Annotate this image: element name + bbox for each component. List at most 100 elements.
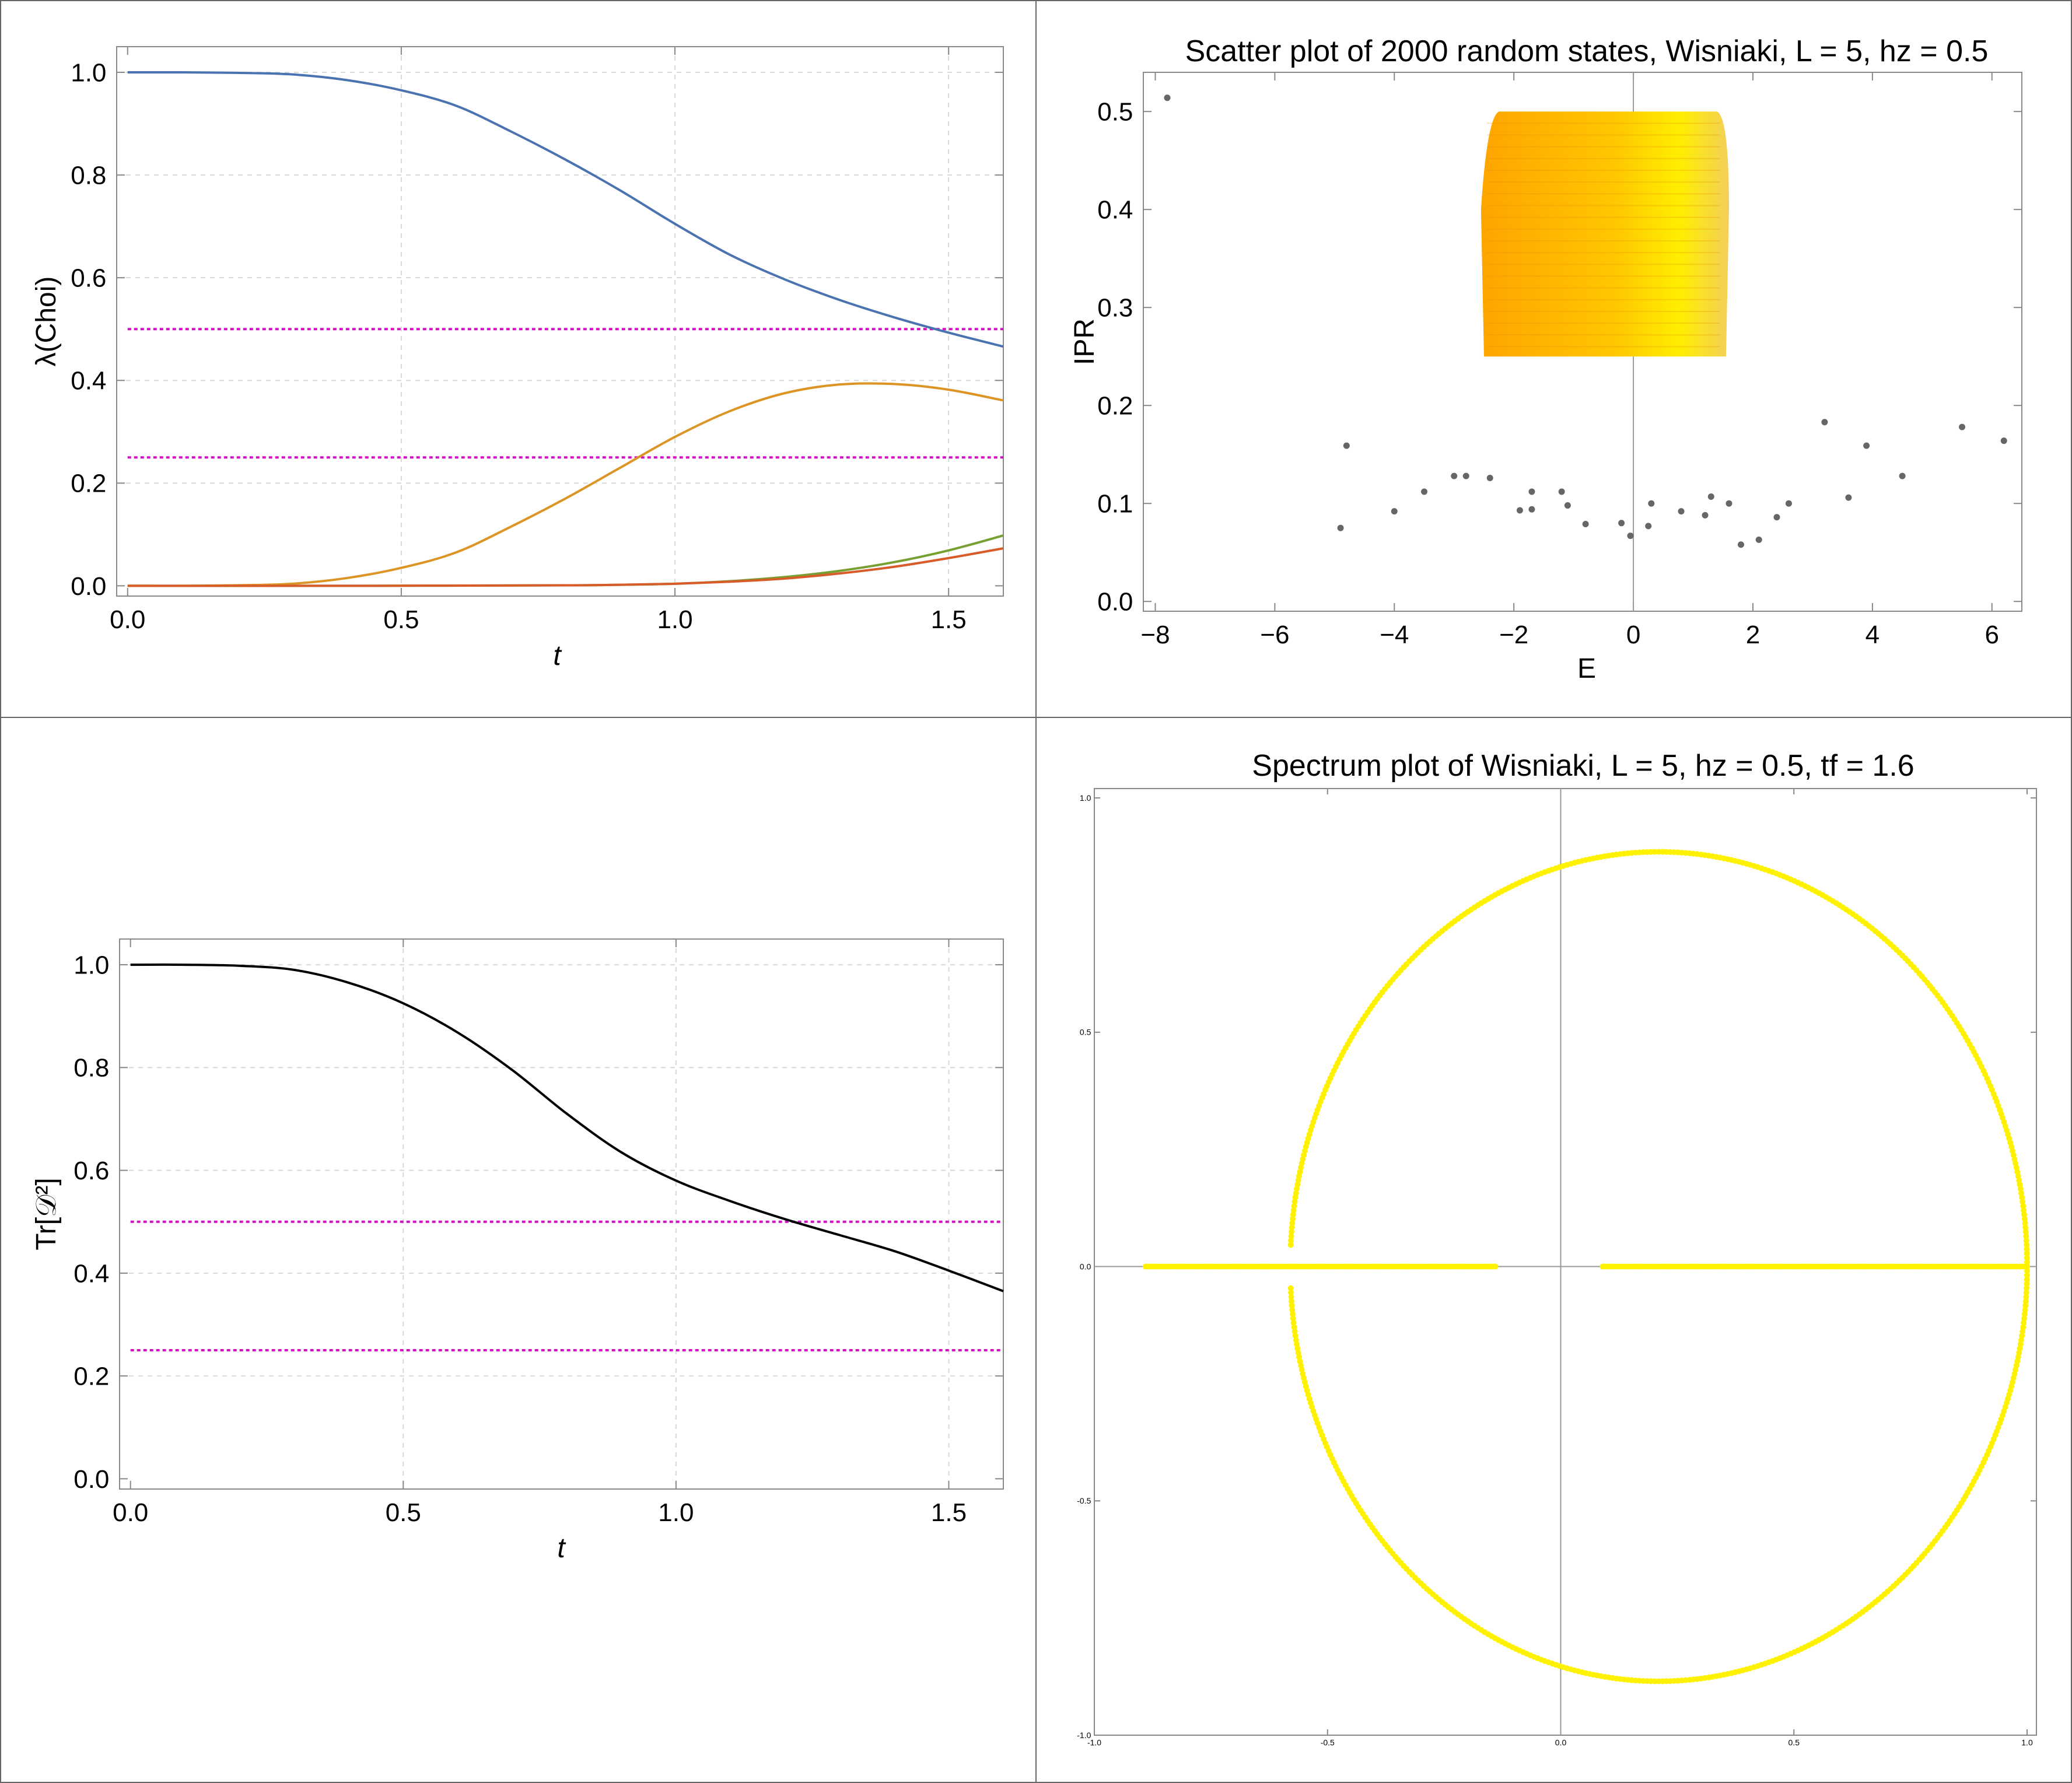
y-tick-label: 0.8 [71,161,106,190]
x-tick-label: 0.5 [383,605,419,634]
eigenvalue-point [1288,1290,1294,1296]
y-tick-label: 0.6 [74,1157,109,1185]
data-point [1702,512,1709,519]
eigenvalue-point [2024,1242,2030,1248]
data-point [1785,500,1792,507]
eigenvalue-point [2022,1298,2029,1305]
eigenvalue-point [1289,1215,1296,1222]
x-tick-label: -0.5 [1321,1738,1335,1747]
y-tick-label: 0.0 [1097,588,1133,616]
y-tick-label: 0.3 [1097,294,1133,323]
y-tick-label: -0.5 [1077,1496,1091,1505]
x-tick-label: 4 [1866,621,1880,649]
x-tick-label: 1.0 [658,1498,694,1527]
eigenvalue-point [2023,1233,2029,1239]
y-tick-label: 0.0 [1080,1262,1091,1271]
eigenvalue-point [1287,1242,1294,1248]
data-point [1343,442,1350,449]
eigenvalue-point [2024,1281,2030,1287]
eigenvalue-point [2019,1194,2025,1200]
y-tick-label: 1.0 [71,58,106,87]
eigenvalue-point [1292,1194,1298,1200]
data-point [1391,508,1398,515]
eigenvalue-point [2024,1255,2030,1261]
data-point [1618,520,1625,527]
data-point [1451,472,1458,479]
y-tick-label: 0.0 [71,572,106,601]
data-point [1528,488,1535,495]
eigenvalue-point [1289,1220,1296,1227]
x-tick-label: −6 [1260,621,1289,649]
y-axis-label: λ(Choi) [31,276,62,367]
data-point [1421,488,1428,495]
data-point [1582,520,1589,527]
eigenvalue-point [2018,1337,2025,1343]
plot-frame [1143,72,2022,612]
eigenvalue-point [1288,1233,1294,1239]
eigenvalue-point [1289,1224,1295,1231]
eigenvalue-point [2020,1203,2027,1209]
eigenvalue-point [1289,1311,1296,1318]
y-tick-label: 0.2 [71,470,106,498]
x-tick-label: 0.5 [1788,1738,1800,1747]
data-point [1645,523,1652,530]
x-axis-label: t [557,1533,566,1564]
eigenvalue-point [2023,1290,2029,1296]
eigenvalue-point [1492,1263,1499,1270]
data-point [1959,423,1966,430]
eigenvalue-point [1289,1229,1295,1235]
y-tick-label: 0.5 [1080,1028,1091,1037]
eigenvalue-point [2024,1250,2030,1257]
y-tick-label: 0.2 [74,1362,109,1391]
data-point [1516,507,1523,514]
eigenvalue-point [2022,1220,2028,1227]
eigenvalue-point [2022,1229,2029,1235]
eigenvalue-point [1289,1298,1295,1305]
eigenvalue-point [1289,1302,1295,1309]
data-point [1863,442,1870,449]
eigenvalue-point [1292,1199,1298,1205]
eigenvalue-point [1290,1320,1297,1326]
ipr-scatter-chart: −8 −6 −4 −2 0 2 4 6 0.0 0.1 0.2 0.3 0.4 0.5 E IPR Scatte… [1069,34,2022,684]
data-point [1462,472,1469,479]
eigenvalue-point [2021,1315,2028,1322]
series-line-blue [127,71,1004,348]
y-tick-label: 0.2 [1097,392,1133,421]
data-point [2000,437,2007,444]
data-point [1773,514,1780,521]
plot-frame [116,46,1004,597]
x-tick-label: 2 [1746,621,1760,649]
trace-chart: 0.0 0.5 1.0 1.5 0.0 0.2 0.4 0.6 0.8 1.0 t Tr[𝒟²] [31,938,1004,1564]
data-point [1486,475,1493,482]
x-tick-label: 6 [1985,621,1999,649]
eigenvalue-point [2022,1224,2029,1231]
x-tick-label: −4 [1380,621,1409,649]
eigenvalue-point [2023,1294,2029,1300]
data-point [1558,488,1565,495]
eigenvalue-point [2023,1237,2029,1243]
y-tick-label: 0.4 [1097,196,1133,225]
eigenvalue-point [2021,1211,2028,1218]
eigenvalue-point [2019,1333,2025,1339]
eigenvalue-point [1291,1203,1297,1209]
y-tick-label: 1.0 [1080,793,1091,803]
data-point [1707,493,1714,500]
x-axis-label: E [1577,653,1596,684]
data-point [1528,506,1535,513]
y-tick-label: -1.0 [1077,1731,1091,1740]
x-tick-label: 0.5 [386,1498,421,1527]
chart-title: Scatter plot of 2000 random states, Wisn… [1185,34,1989,68]
eigenvalue-point [1290,1211,1296,1218]
data-point [1337,524,1344,531]
y-tick-label: 0.4 [74,1259,109,1288]
series-line-orange [127,382,1004,587]
x-tick-label: 0.0 [113,1498,148,1527]
eigenvalue-point [2020,1324,2027,1330]
state-cluster [1480,111,1729,357]
data-point [1821,419,1828,426]
eigenvalue-point [2021,1311,2028,1318]
eigenvalue-point [1290,1207,1297,1214]
eigenvalue-point [1288,1294,1294,1300]
data-point [1755,536,1762,543]
